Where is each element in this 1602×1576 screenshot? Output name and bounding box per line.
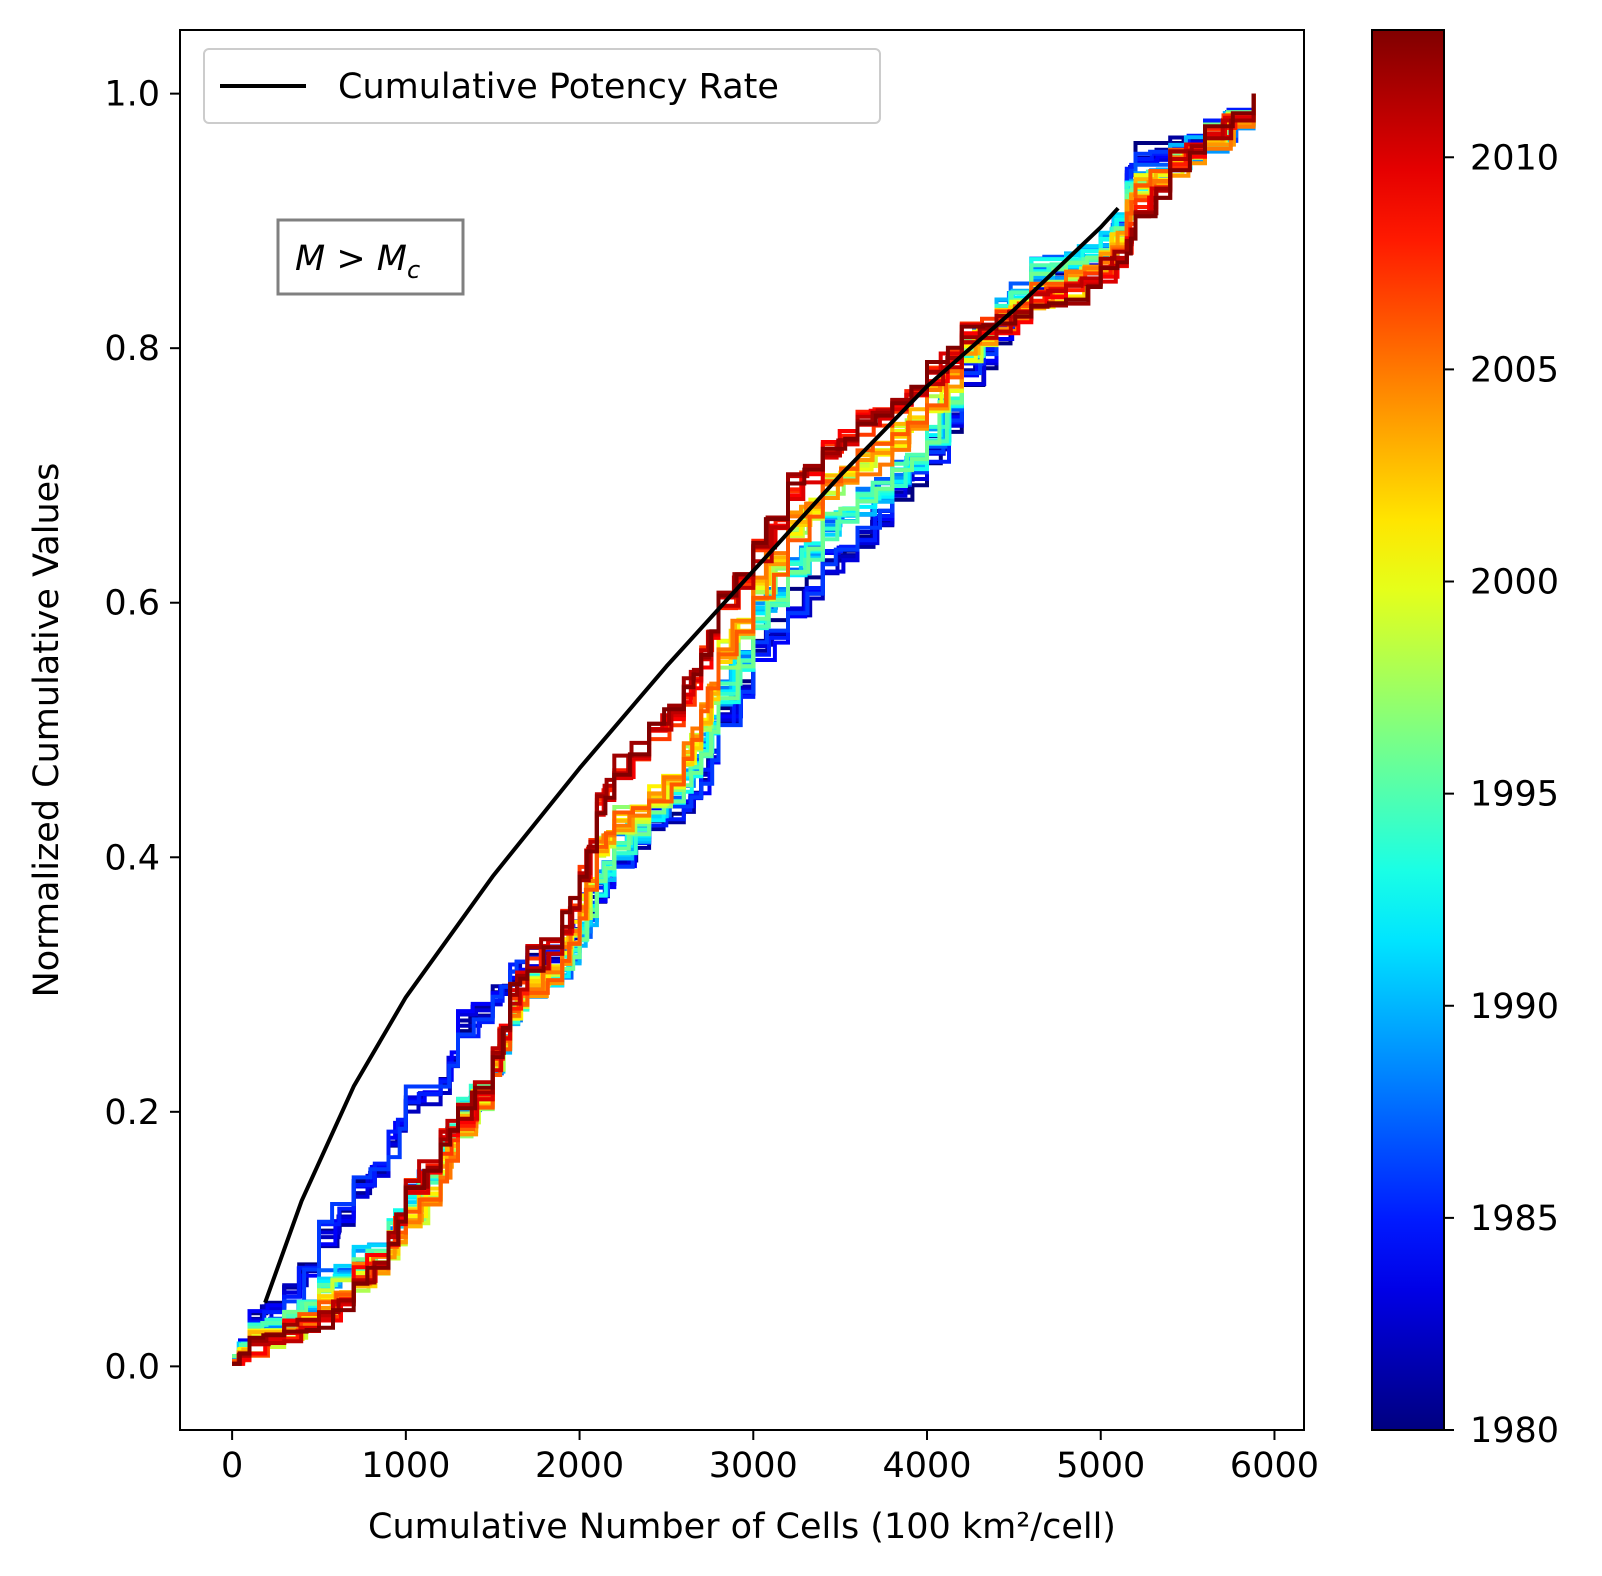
colorbar: 1980 1985 1990 1995 2000 2005 2010 [1371,29,1559,1451]
y-axis-ticks: 0.0 0.2 0.4 0.6 0.8 1.0 [104,75,180,1387]
x-tick-label: 2000 [535,1446,624,1486]
y-tick-label: 0.0 [104,1347,160,1387]
y-tick-label: 0.8 [104,329,160,369]
colorbar-tick-label: 1985 [1470,1199,1559,1239]
x-tick-label: 4000 [882,1446,971,1486]
y-axis-label: Normalized Cumulative Values [27,463,67,998]
legend-label: Cumulative Potency Rate [338,67,779,107]
y-tick-label: 0.2 [104,1093,160,1133]
colorbar-tick-label: 2005 [1470,350,1559,390]
series-line-2013 [232,93,1256,1366]
x-axis-label: Cumulative Number of Cells (100 km²/cell… [368,1507,1116,1547]
x-axis-ticks: 0 1000 2000 3000 4000 5000 6000 [221,1430,1319,1486]
colorbar-tick-label: 2010 [1470,138,1559,178]
colorbar-tick-label: 1980 [1470,1411,1559,1451]
colorbar-tick-label: 2000 [1470,563,1559,603]
colorbar-tick-label: 1995 [1470,775,1559,815]
x-tick-label: 1000 [361,1446,450,1486]
legend: Cumulative Potency Rate [203,48,881,124]
colorbar-ticks: 1980 1985 1990 1995 2000 2005 2010 [1444,138,1559,1451]
x-tick-label: 3000 [709,1446,798,1486]
year-series-layer [232,93,1256,1366]
annotation-text: M > Mc [295,239,420,284]
magnitude-annotation: M > Mc [276,218,465,296]
reference-curve-line [263,206,1120,1304]
x-tick-label: 0 [221,1446,243,1486]
annotation-box [276,218,465,296]
reference-curve-layer [263,206,1120,1304]
x-tick-label: 6000 [1230,1446,1319,1486]
colorbar-tick-label: 1990 [1470,987,1559,1027]
y-tick-label: 0.6 [104,584,160,624]
colorbar-gradient [1371,29,1445,1431]
y-tick-label: 0.4 [104,838,160,878]
x-tick-label: 5000 [1056,1446,1145,1486]
plot-frame [179,29,1305,1431]
legend-box [203,48,881,124]
y-tick-label: 1.0 [104,75,160,115]
